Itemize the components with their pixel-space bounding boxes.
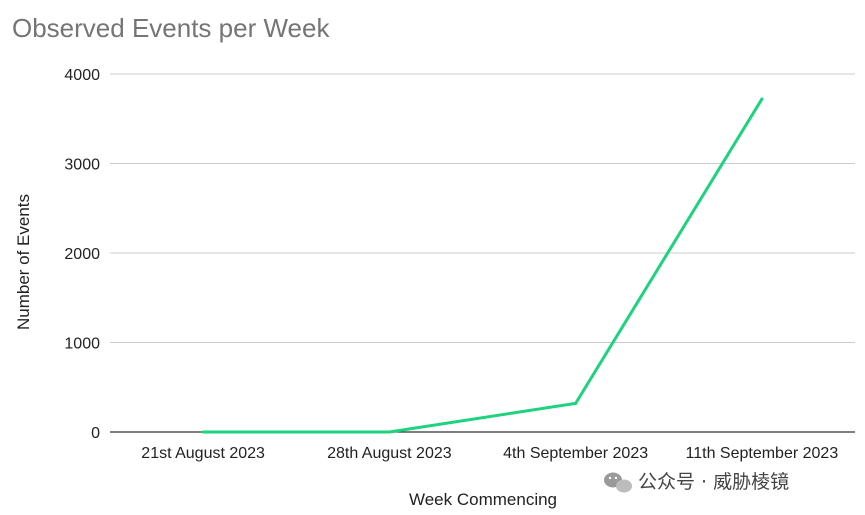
x-tick-label: 11th September 2023 [686,445,839,462]
x-axis-ticks: 21st August 2023 28th August 2023 4th Sept… [141,445,838,462]
x-tick-label: 21st August 2023 [141,445,265,462]
y-axis-label: Number of Events [14,194,33,330]
y-tick-label: 4000 [64,67,100,84]
x-tick-label: 28th August 2023 [327,445,452,462]
data-point [387,430,391,434]
y-axis-ticks: 0 1000 2000 3000 4000 [64,67,100,442]
watermark-text: 公众号 · 威胁棱镜 [638,471,789,493]
data-point [201,430,205,434]
series-line [201,97,764,434]
data-point [574,401,578,405]
chart-title: Observed Events per Week [12,13,330,43]
x-tick-label: 4th September 2023 [503,445,648,462]
series-layer [201,97,764,434]
gridlines [110,73,855,433]
x-axis-label: Week Commencing [409,490,557,509]
wechat-icon [604,472,632,493]
y-tick-label: 3000 [64,157,100,174]
y-tick-label: 0 [91,425,100,442]
data-point [760,97,764,101]
watermark: 公众号 · 威胁棱镜 [604,471,789,493]
y-tick-label: 1000 [64,336,100,353]
y-tick-label: 2000 [64,246,100,263]
